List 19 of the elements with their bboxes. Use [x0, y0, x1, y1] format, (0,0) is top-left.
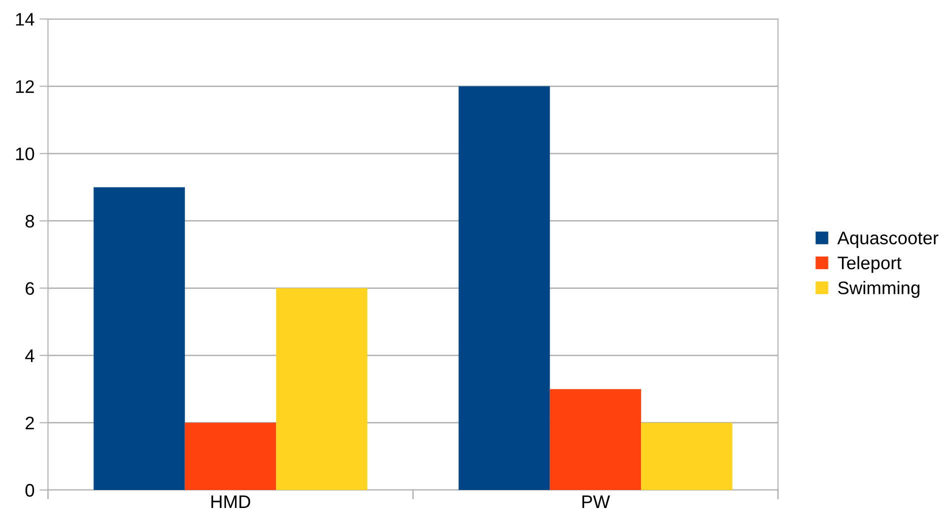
y-tick-label: 4: [25, 350, 34, 362]
y-tick-label: 6: [26, 282, 34, 295]
bar: [94, 187, 185, 490]
y-tick-label: 8: [26, 214, 34, 228]
x-tick-label: HMD: [211, 496, 250, 508]
y-tick-label: 2: [26, 416, 34, 430]
y-tick-label: 14: [16, 13, 34, 26]
y-tick-label: 12: [16, 80, 34, 93]
legend-label: Aquascooter: [837, 232, 938, 248]
bar: [276, 288, 368, 490]
bar: [458, 86, 550, 490]
y-tick-label: 10: [16, 148, 34, 160]
bar: [184, 422, 276, 490]
bar: [641, 422, 732, 490]
x-tick-label: PW: [582, 496, 610, 508]
bar: [550, 389, 642, 490]
legend-label: Teleport: [838, 256, 902, 273]
legend-label: Swimming: [838, 281, 920, 298]
y-tick-label: 0: [25, 484, 34, 497]
